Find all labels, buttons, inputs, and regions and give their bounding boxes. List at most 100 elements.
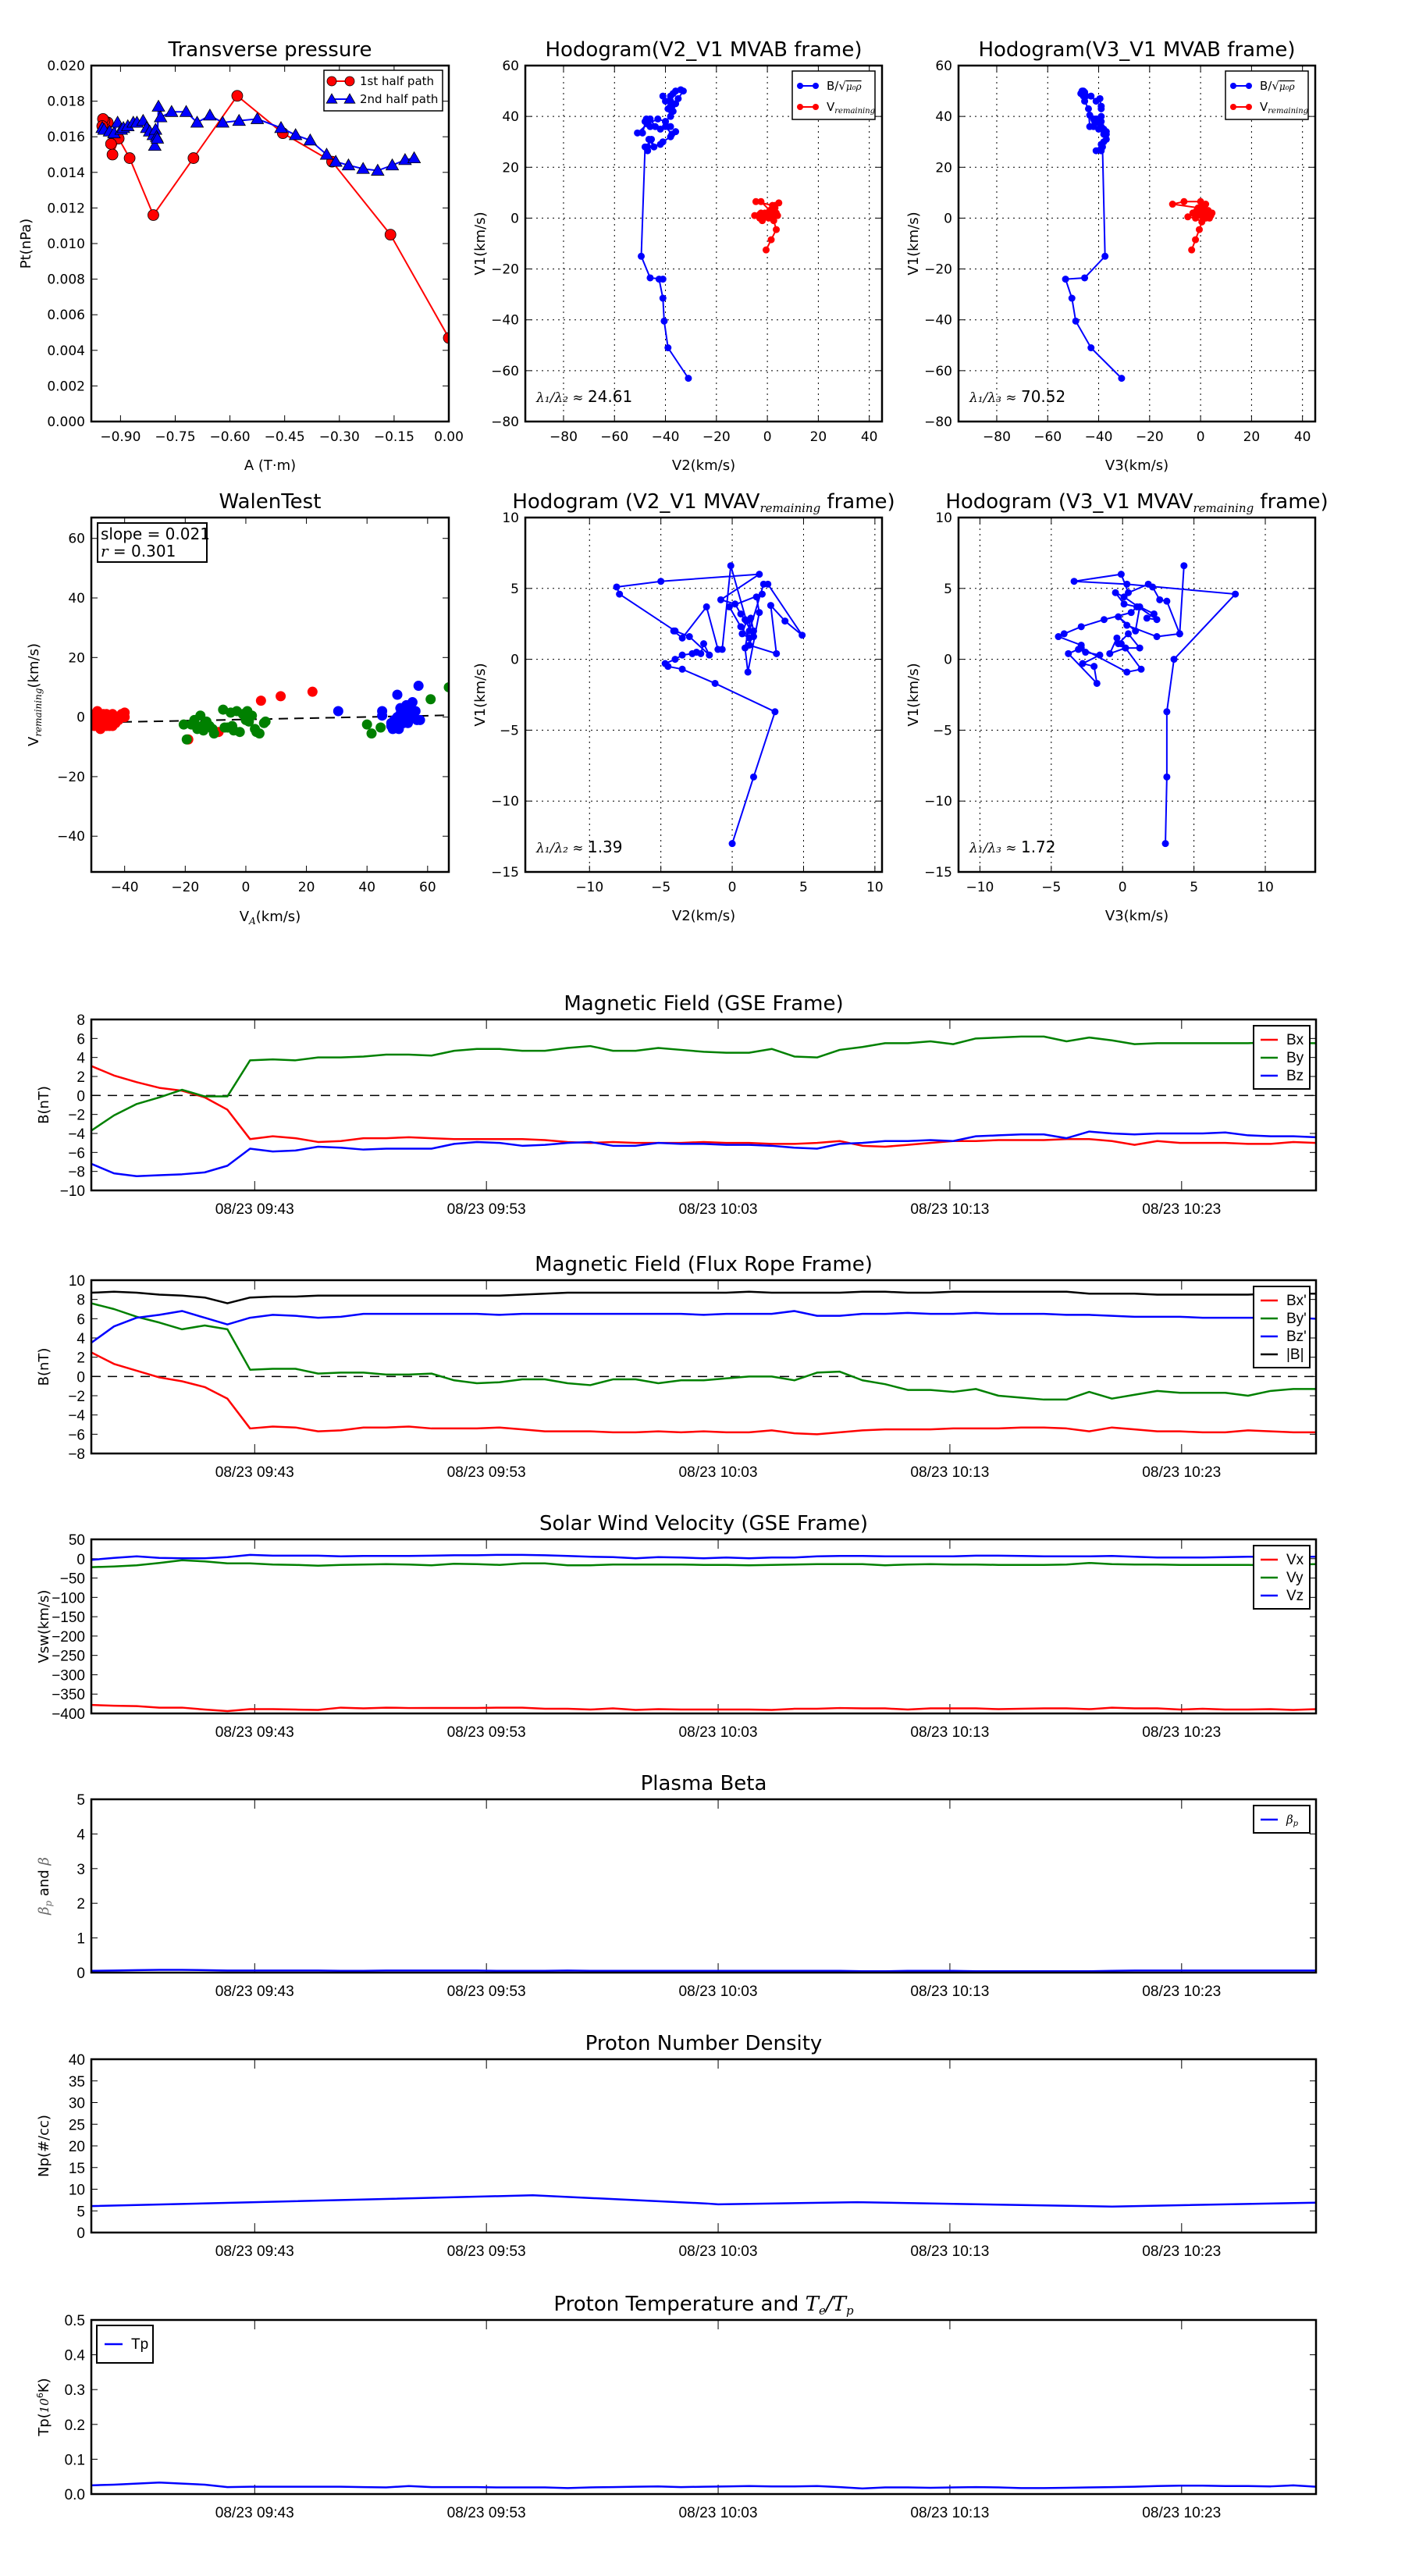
scatter-point-green [260,716,271,727]
scatter-point-green [208,728,219,739]
data-point [1090,663,1098,671]
time-tick-label: 08/23 10:23 [1142,1984,1221,2000]
scatter-point-red [276,691,286,702]
y-tick-label: −5 [500,723,519,738]
scatter-point-blue [414,714,425,725]
x-tick-label: −0.45 [265,429,305,445]
legend-marker [813,83,819,89]
scatter-point-red [255,696,266,706]
y-tick-label: 0.4 [65,2348,86,2364]
data-point [1113,634,1121,642]
y-tick-label: −20 [491,262,519,278]
data-point [1176,630,1183,638]
data-point [1077,644,1085,652]
scatter-point-red [94,714,105,725]
data-point [657,578,665,585]
data-point [1136,644,1144,652]
data-point [671,656,679,664]
legend-mu-rho: μ₀ρ [1279,81,1295,92]
data-point [659,138,667,146]
ratio-symbol: λ₁/λ₃ ≈ [969,390,1021,406]
y-tick-label: 5 [510,582,519,597]
data-point [1082,92,1090,100]
data-point [1232,590,1240,598]
data-point [757,197,765,205]
x-tick-label: −20 [702,429,731,445]
data-point [763,209,771,217]
data-point [1117,571,1125,578]
series-line-Np [91,2194,1316,2208]
title-sub-e: e [819,2304,826,2318]
data-point [1065,649,1072,657]
data-point [745,634,753,642]
x-tick-label: 5 [1190,880,1198,895]
y-label-unit: (km/s) [26,643,42,688]
data-point [1096,651,1104,659]
y-tick-label: 0.002 [47,379,85,394]
data-point [799,632,806,639]
y-tick-label: 0 [510,653,519,668]
data-point [190,116,205,128]
axes-frame [90,516,450,873]
eigenvalue-ratio: λ₁/λ₃ ≈ 1.72 [969,838,1056,856]
y-tick-label: 0.004 [47,343,85,359]
data-point [651,123,659,130]
y-axis-label: Vsw(km/s) [36,1590,52,1663]
data-point [356,162,370,174]
scatter-point-blue [333,706,343,717]
x-tick-label: −80 [550,429,578,445]
fit-line [91,714,449,724]
plot-area [1062,87,1216,382]
data-point [1087,92,1095,100]
time-tick-label: 08/23 10:03 [679,2505,758,2521]
plot-area [95,90,449,344]
data-point [738,630,746,638]
axes-frame [90,64,450,423]
legend-marker [813,104,819,110]
data-point [1163,708,1171,716]
x-tick-label: −20 [171,880,199,895]
data-point [679,87,687,95]
legend-label: βp [1286,1813,1299,1828]
y-tick-label: 0.020 [47,59,85,74]
data-point [1149,583,1157,591]
y-axis-label: V1(km/s) [905,212,922,275]
series-line-β_p [91,1969,1316,1973]
legend-box [323,69,443,112]
timeseries-bgse: 08/23 09:43 08/23 09:53 08/23 10:03 08/23 1… [36,992,1318,1218]
panel-title: Magnetic Field (Flux Rope Frame) [535,1253,873,1276]
x-axis-label: V3(km/s) [1105,457,1168,474]
y-tick-label: −350 [52,1687,85,1703]
time-tick-label: 08/23 10:03 [679,2243,758,2260]
legend-b: B/√ [827,79,846,93]
legend-v: V [1260,100,1268,114]
plot-area [1055,562,1240,848]
data-point [187,152,200,164]
title-subscript: remaining [1193,501,1254,515]
x-tick-label: −5 [651,880,670,895]
legend-mu-rho: μ₀ρ [846,81,862,92]
legend-label: Vz [1286,1588,1304,1604]
legend-marker [1230,104,1236,110]
data-point [767,602,774,610]
x-tick-label: 20 [810,429,827,445]
scatter-point-blue [377,710,388,721]
x-tick-label: −60 [1033,429,1062,445]
data-point [727,562,735,570]
y-tick-label: −20 [57,770,85,785]
y-tick-label: 20 [69,2139,85,2155]
stats-box [97,522,208,563]
data-point [303,133,318,146]
x-tick-label: 0 [763,429,772,445]
time-tick-label: 08/23 09:53 [447,1464,526,1481]
data-point [662,118,670,126]
y-tick-label: 0.000 [47,415,85,430]
legend-label: |B| [1286,1347,1304,1363]
eigenvalue-ratio: λ₁/λ₃ ≈ 70.52 [969,387,1065,406]
y-tick-label: 0 [76,1088,85,1105]
y-axis-label: Np(#/cc) [36,2115,52,2177]
x-axis-label: V2(km/s) [672,457,735,474]
ratio-value: 1.72 [1021,838,1056,856]
data-point [668,130,676,138]
